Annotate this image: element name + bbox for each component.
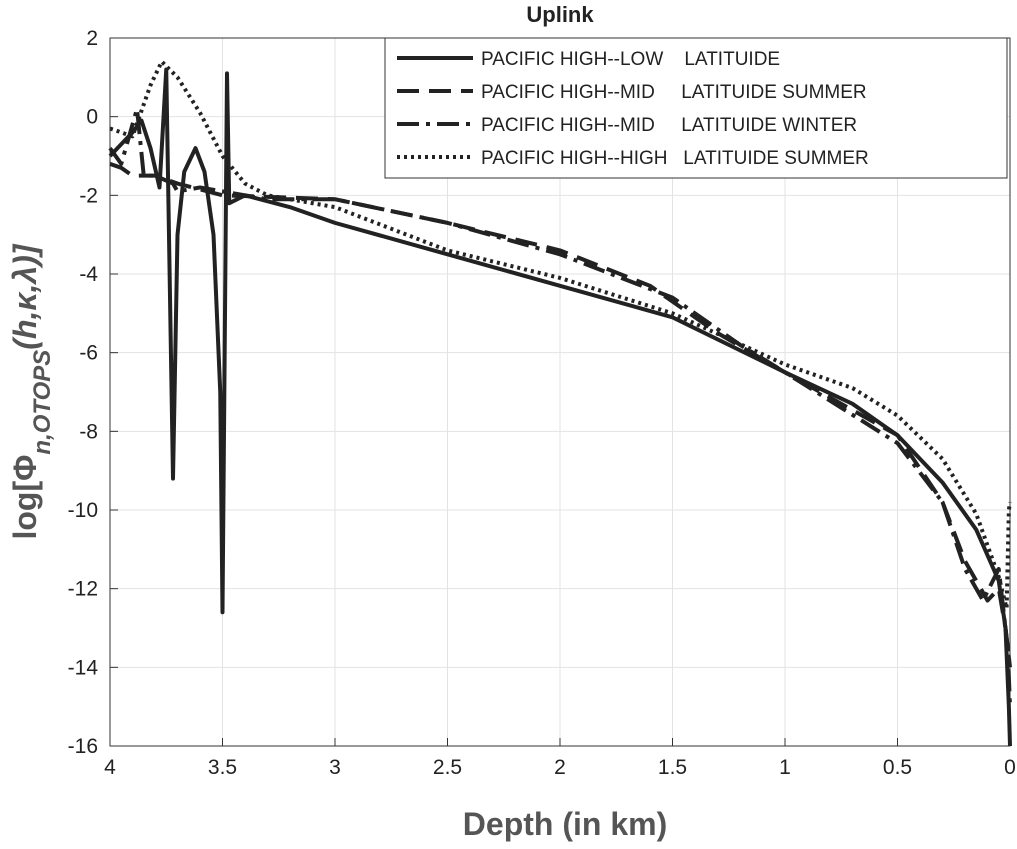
y-label-main: log[Φ: [7, 455, 43, 540]
data-line: [108, 106, 1012, 707]
legend-label: PACIFIC HIGH--MID LATITUIDE WINTER: [481, 115, 857, 136]
legend-label: PACIFIC HIGH--HIGH LATITUIDE SUMMER: [481, 148, 869, 169]
x-tick-label: 3.5: [208, 756, 237, 779]
x-tick-label: 2: [554, 756, 566, 779]
y-tick-label: -16: [68, 735, 98, 758]
legend-box: [384, 37, 1008, 179]
y-tick-label: -6: [79, 342, 98, 365]
x-tick-label: 1: [779, 756, 791, 779]
y-tick-label: -2: [79, 184, 98, 207]
x-tick-label: 3: [329, 756, 341, 779]
y-tick-label: -12: [68, 578, 98, 601]
x-tick-label: 1.5: [658, 756, 687, 779]
x-tick-label: 2.5: [433, 756, 462, 779]
chart-title: Uplink: [526, 2, 594, 27]
data-line: [108, 67, 1012, 747]
x-tick-label: 0.5: [883, 756, 912, 779]
y-tick-label: -10: [68, 499, 98, 522]
legend-label: PACIFIC HIGH--LOW LATITUIDE: [481, 49, 780, 70]
y-axis-label: log[Φn,OTOPS(h,κ,λ)]: [7, 243, 56, 539]
x-tick-label: 0: [1004, 756, 1016, 779]
x-axis-label: Depth (in km): [463, 806, 667, 842]
legend-label: PACIFIC HIGH--MID LATITUIDE SUMMER: [481, 82, 867, 103]
data-line: [109, 59, 1012, 611]
y-label-args: (h,κ,λ)]: [7, 243, 43, 350]
y-tick-label: -4: [79, 263, 98, 286]
y-tick-label: 2: [86, 27, 98, 50]
data-line: [109, 161, 1012, 668]
y-tick-label: 0: [86, 106, 98, 129]
y-label-sub: n,OTOPS: [29, 350, 56, 455]
x-tick-label: 4: [104, 756, 116, 779]
y-tick-label: -8: [79, 420, 98, 443]
y-tick-label: -14: [68, 656, 99, 679]
